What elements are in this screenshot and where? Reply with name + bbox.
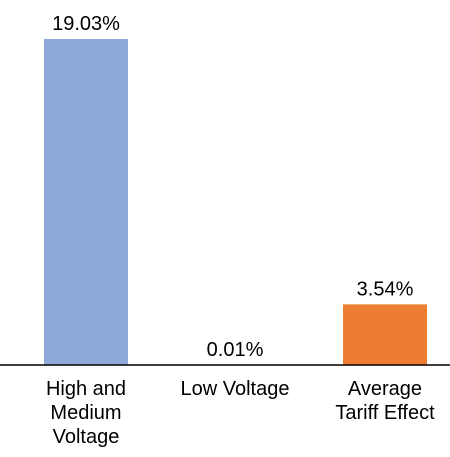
category-label-0-line-0: High and bbox=[46, 378, 126, 400]
category-label-1-line-0: Low Voltage bbox=[181, 378, 290, 400]
value-label-2: 3.54% bbox=[357, 278, 414, 300]
bars-layer bbox=[44, 39, 427, 365]
category-label-2-line-0: Average bbox=[348, 378, 422, 400]
value-label-0: 19.03% bbox=[52, 13, 120, 35]
category-label-2-line-1: Tariff Effect bbox=[335, 402, 435, 424]
value-label-1: 0.01% bbox=[207, 339, 264, 361]
category-label-0-line-2: Voltage bbox=[53, 426, 120, 448]
value-labels-layer: 19.03% 0.01% 3.54% bbox=[52, 13, 413, 361]
bar-2 bbox=[343, 304, 427, 365]
category-label-0-line-1: Medium bbox=[50, 402, 121, 424]
bar-0 bbox=[44, 39, 128, 365]
